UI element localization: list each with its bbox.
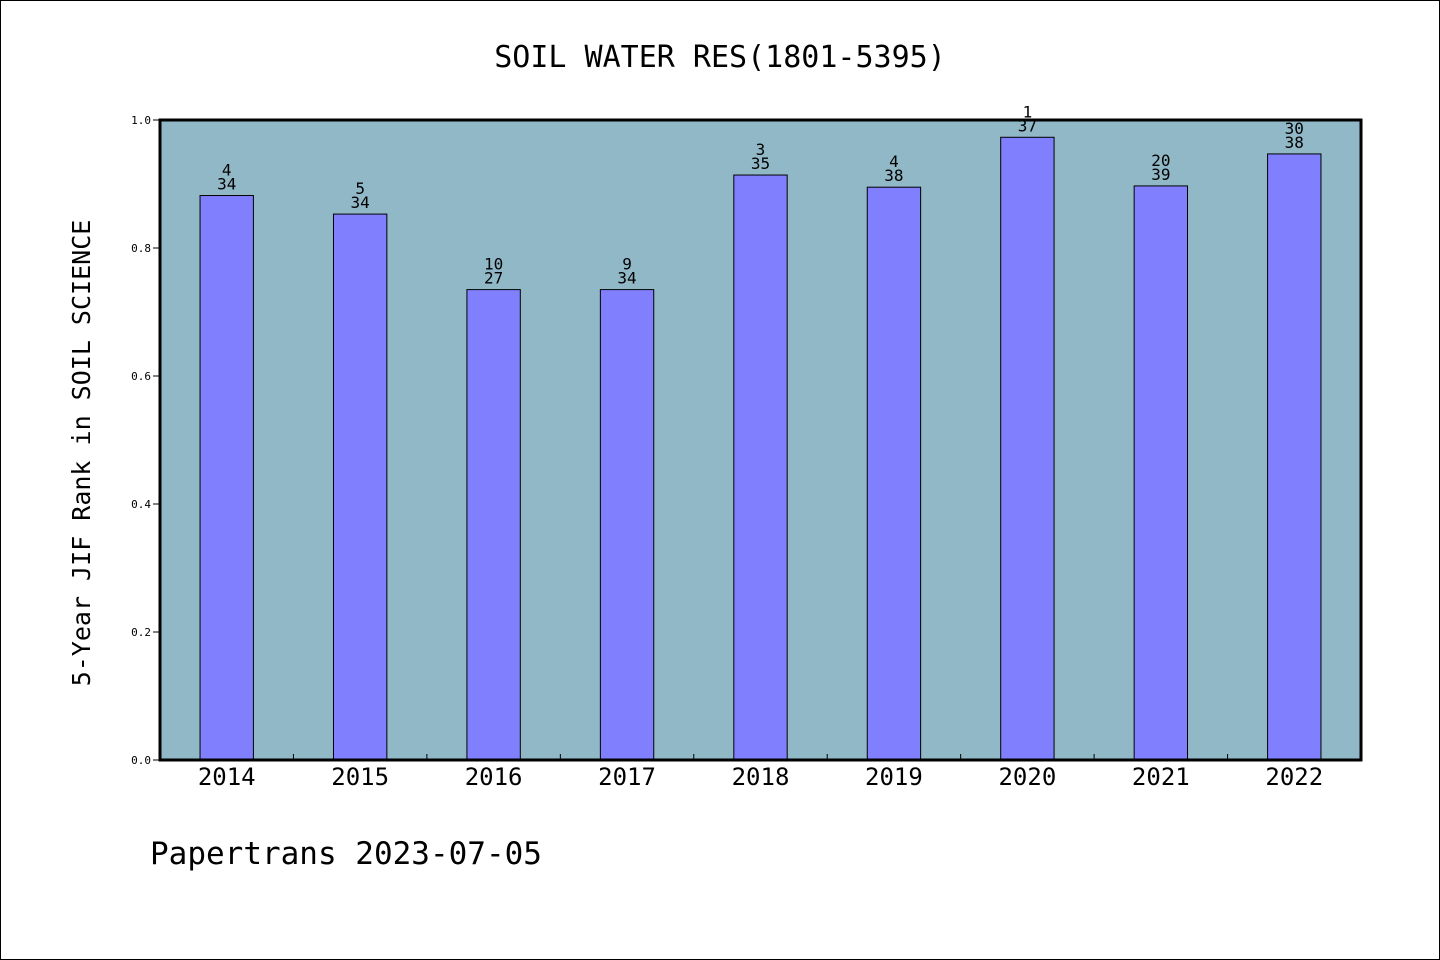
y-tick-label: 0.4	[131, 498, 151, 511]
data-label-total: 27	[484, 269, 503, 288]
x-axis-ticks: 2014 2015 2016 2017 2018 2019 2020 2021 2022	[198, 754, 1323, 791]
y-tick-label: 1.0	[131, 114, 151, 127]
bar-2020	[1000, 136, 1055, 761]
footer-credit: Papertrans 2023-07-05	[150, 836, 542, 872]
bar-2017	[599, 289, 655, 761]
x-tick-label: 2016	[465, 763, 523, 791]
y-axis-ticks: 0.0 0.2 0.4 0.6 0.8 1.0	[131, 114, 160, 767]
data-label-total: 39	[1151, 165, 1170, 184]
bar-2015	[332, 213, 388, 761]
x-tick-label: 2018	[732, 763, 790, 791]
x-tick-label: 2020	[998, 763, 1056, 791]
y-tick-label: 0.6	[131, 370, 151, 383]
x-tick-label: 2021	[1132, 763, 1190, 791]
y-tick-label: 0.2	[131, 626, 151, 639]
x-tick-label: 2019	[865, 763, 923, 791]
data-label-rank: 5	[355, 179, 365, 198]
bar-2019	[866, 186, 922, 761]
x-tick-label: 2022	[1265, 763, 1323, 791]
y-tick-label: 0.0	[131, 754, 151, 767]
data-label-rank: 3	[756, 140, 766, 159]
data-label-rank: 30	[1285, 119, 1304, 138]
data-label-rank: 4	[889, 152, 899, 171]
data-label-rank: 20	[1151, 151, 1170, 170]
bar-2022	[1267, 153, 1322, 761]
data-label-rank: 10	[484, 255, 503, 274]
plot-border	[158, 118, 1363, 762]
data-label-total: 38	[884, 166, 903, 185]
x-tick-label: 2017	[598, 763, 656, 791]
data-label-total: 38	[1285, 133, 1304, 152]
bar-2014	[199, 195, 254, 761]
data-label-rank: 9	[622, 255, 632, 274]
data-label-rank: 1	[1023, 102, 1033, 121]
chart-title: SOIL WATER RES(1801-5395)	[494, 40, 946, 75]
y-axis-label: 5-Year JIF Rank in SOIL SCIENCE	[67, 220, 96, 687]
data-label-total: 34	[217, 175, 236, 194]
x-tick-label: 2014	[198, 763, 256, 791]
x-tick-label: 2015	[331, 763, 389, 791]
bar-2016	[466, 289, 521, 761]
data-label-total: 34	[617, 269, 636, 288]
bars	[199, 136, 1322, 761]
data-label-total: 35	[751, 154, 770, 173]
y-tick-label: 0.8	[131, 242, 151, 255]
data-label-total: 34	[351, 193, 370, 212]
bar-2021	[1133, 185, 1189, 761]
bar-2018	[733, 174, 788, 761]
data-label-rank: 4	[222, 161, 232, 180]
